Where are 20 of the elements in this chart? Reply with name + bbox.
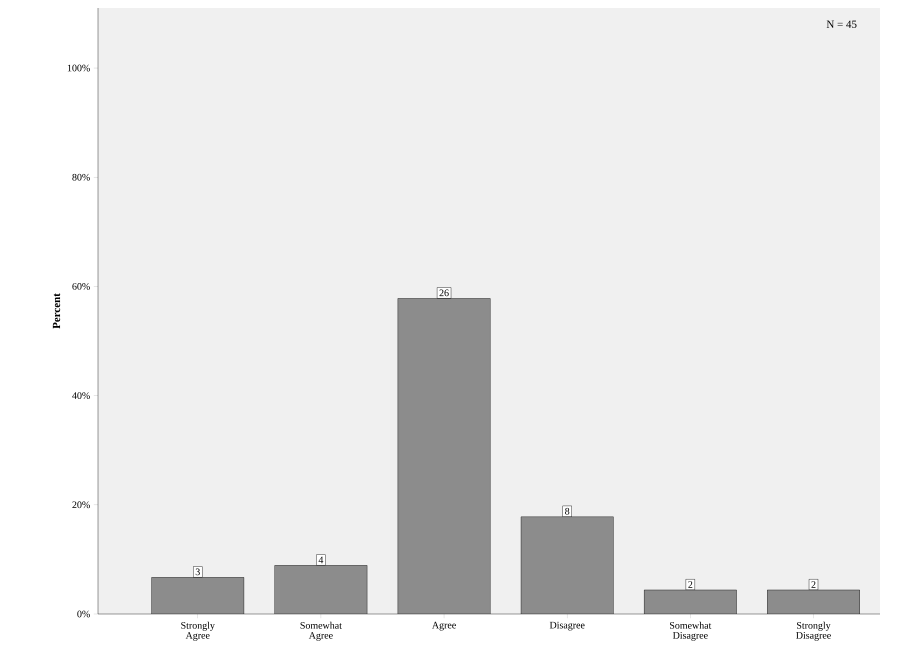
x-tick-label: Strongly Agree <box>181 622 215 641</box>
annotation: 26 <box>440 290 449 296</box>
y-tick-label: 80% <box>72 174 90 181</box>
y-axis-title: Percent <box>52 293 60 329</box>
x-tick-label: Agree <box>432 622 456 631</box>
annotation: 2 <box>811 581 816 588</box>
y-tick-label: 40% <box>72 392 90 399</box>
y-tick-label: 0% <box>77 610 90 618</box>
annotation: 3 <box>196 568 200 576</box>
x-tick-label: Disagree <box>550 622 585 631</box>
y-tick-label: 60% <box>72 283 90 290</box>
y-tick-label: 20% <box>72 501 90 508</box>
x-tick-label: Strongly Disagree <box>796 622 831 641</box>
annotation: 2 <box>688 581 692 588</box>
x-tick-label: Somewhat Disagree <box>670 622 712 641</box>
annotation: N = 45 <box>826 20 857 28</box>
y-tick-label: 100% <box>68 64 90 72</box>
annotation: 8 <box>565 508 570 515</box>
x-tick-label: Somewhat Agree <box>300 622 342 641</box>
annotation: 4 <box>318 556 324 564</box>
